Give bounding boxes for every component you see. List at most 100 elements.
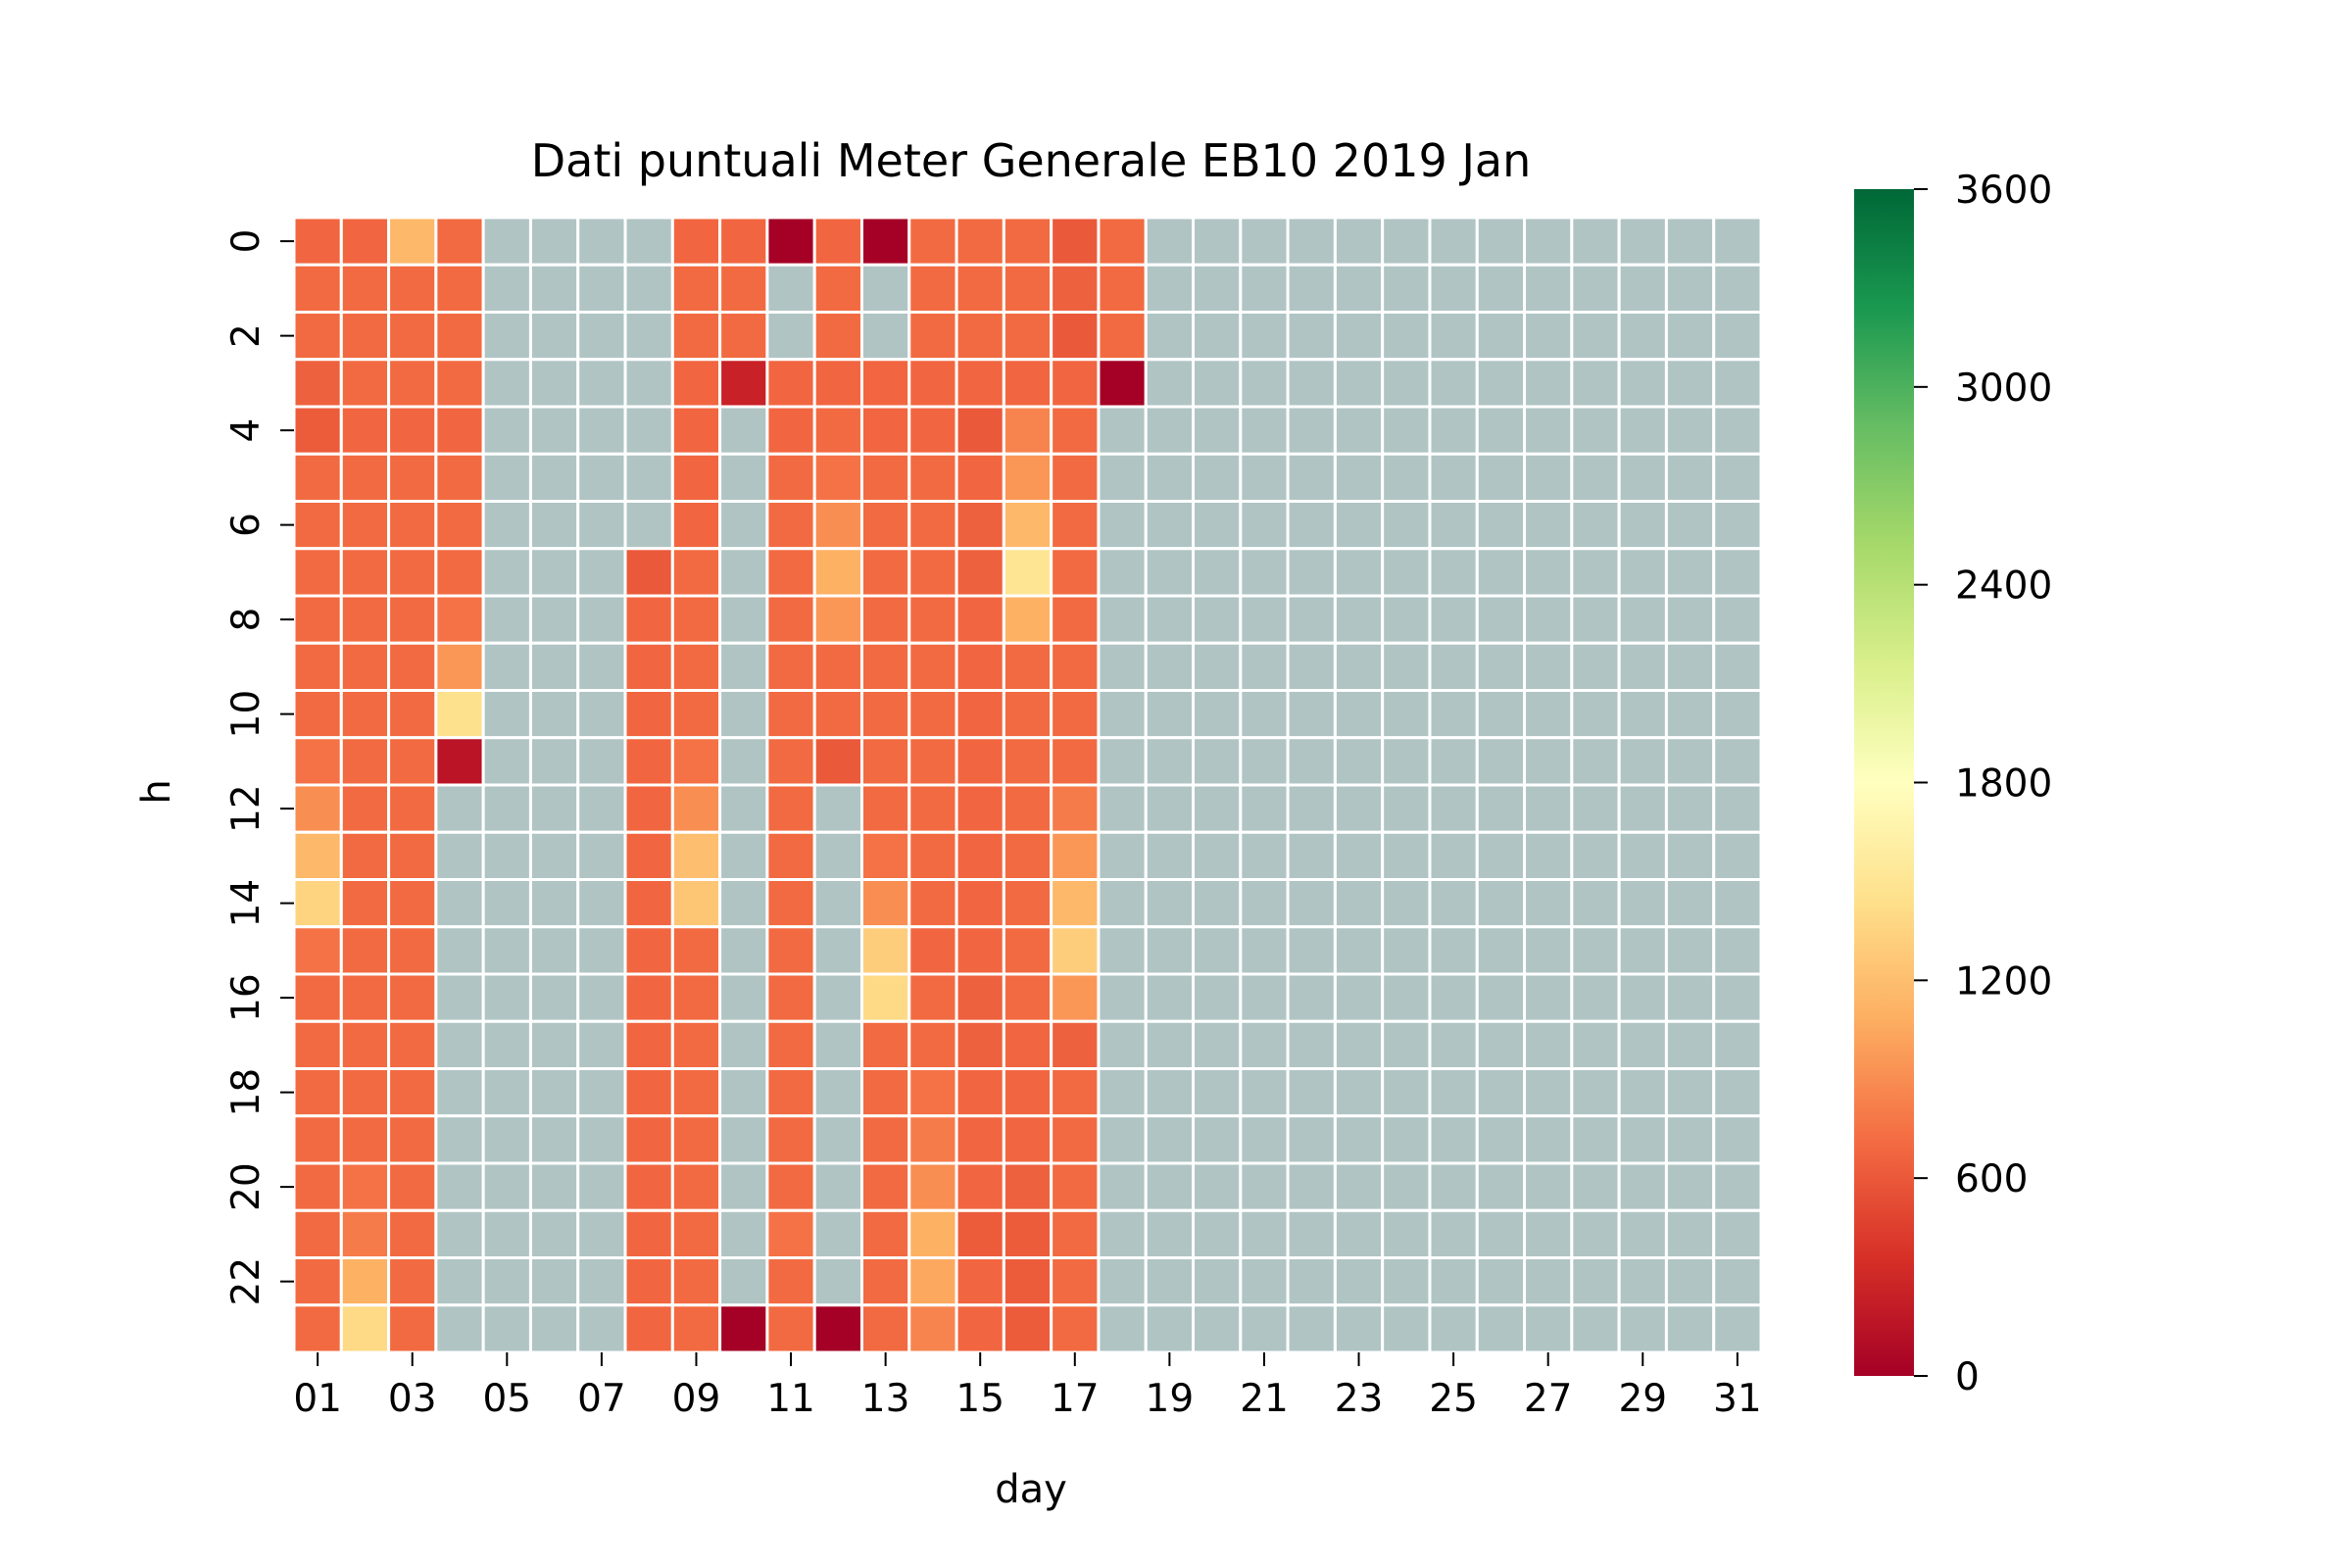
heatmap-cell (1381, 1019, 1432, 1070)
heatmap-cell (955, 925, 1005, 976)
heatmap-cell (434, 689, 485, 740)
heatmap-cell (434, 1161, 485, 1212)
heatmap-cell (434, 1019, 485, 1070)
heatmap-cell (481, 547, 532, 598)
heatmap-cell (1239, 830, 1290, 881)
heatmap-cell (1097, 263, 1148, 314)
heatmap-cell (528, 311, 580, 362)
heatmap-cell (434, 783, 485, 834)
heatmap-cell (1144, 1161, 1196, 1212)
heatmap-cell (859, 736, 911, 787)
heatmap-cell (1050, 641, 1101, 692)
heatmap-cell (292, 1067, 343, 1118)
heatmap-cell (907, 1067, 958, 1118)
heatmap-cell (1144, 358, 1196, 409)
heatmap-cell (1144, 405, 1196, 456)
heatmap-cell (434, 641, 485, 692)
heatmap-cell (339, 547, 391, 598)
heatmap-cell (1050, 358, 1101, 409)
heatmap-cell (1381, 547, 1432, 598)
heatmap-cell (481, 1303, 532, 1354)
heatmap-cell (1002, 216, 1054, 267)
heatmap-cell (1570, 547, 1621, 598)
heatmap-cell (1523, 311, 1574, 362)
heatmap-cell (1050, 547, 1101, 598)
heatmap-cell (1617, 216, 1668, 267)
heatmap-cell (718, 405, 769, 456)
heatmap-cell (1617, 1161, 1668, 1212)
heatmap-cell (670, 972, 722, 1023)
heatmap-cell (1570, 878, 1621, 929)
heatmap-cell (339, 452, 391, 503)
heatmap-cell (765, 358, 816, 409)
y-tick-label: 16 (224, 973, 269, 1022)
heatmap-cell (907, 736, 958, 787)
heatmap-cell (387, 641, 438, 692)
heatmap-cell (528, 452, 580, 503)
heatmap-cell (1664, 358, 1716, 409)
heatmap-cells (292, 216, 1763, 1354)
heatmap-cell (623, 1019, 674, 1070)
heatmap-cell (339, 736, 391, 787)
heatmap-cell (1381, 1114, 1432, 1165)
heatmap-cell (481, 925, 532, 976)
heatmap-cell (1617, 1256, 1668, 1307)
heatmap-cell (1239, 500, 1290, 551)
heatmap-cell (907, 216, 958, 267)
heatmap-cell (339, 1114, 391, 1165)
heatmap-cell (765, 216, 816, 267)
heatmap-cell (1097, 358, 1148, 409)
heatmap-cell (1712, 878, 1763, 929)
heatmap-cell (434, 263, 485, 314)
heatmap-cell (1002, 358, 1054, 409)
heatmap-cell (1381, 783, 1432, 834)
heatmap-cell (812, 547, 863, 598)
heatmap-cell (1239, 689, 1290, 740)
heatmap-cell (528, 783, 580, 834)
heatmap-cell (1286, 783, 1337, 834)
heatmap-cell (1381, 594, 1432, 645)
heatmap-cell (576, 263, 627, 314)
heatmap-cell (812, 878, 863, 929)
heatmap-cell (859, 972, 911, 1023)
heatmap-cell (1097, 1161, 1148, 1212)
heatmap-cell (1286, 358, 1337, 409)
heatmap-cell (955, 783, 1005, 834)
heatmap-cell (1286, 736, 1337, 787)
heatmap-cell (859, 216, 911, 267)
heatmap-cell (1523, 641, 1574, 692)
heatmap-cell (1617, 405, 1668, 456)
heatmap-cell (718, 783, 769, 834)
heatmap-cell (1712, 1208, 1763, 1259)
heatmap-cell (718, 358, 769, 409)
heatmap-cell (1523, 500, 1574, 551)
heatmap-cell (718, 263, 769, 314)
heatmap-cell (1286, 878, 1337, 929)
heatmap-cell (1239, 594, 1290, 645)
heatmap-cell (1144, 594, 1196, 645)
heatmap-cell (1192, 689, 1243, 740)
heatmap-cell (1239, 972, 1290, 1023)
heatmap-cell (1664, 1067, 1716, 1118)
heatmap-cell (387, 1208, 438, 1259)
heatmap-cell (1712, 216, 1763, 267)
heatmap-cell (1381, 736, 1432, 787)
heatmap-cell (859, 405, 911, 456)
heatmap-cell (1286, 594, 1337, 645)
heatmap-cell (765, 1256, 816, 1307)
heatmap-cell (1381, 216, 1432, 267)
heatmap-cell (955, 736, 1005, 787)
heatmap-cell (528, 216, 580, 267)
heatmap-cell (528, 1208, 580, 1259)
x-tick-label: 07 (577, 1377, 626, 1421)
heatmap-cell (339, 689, 391, 740)
heatmap-cell (1617, 736, 1668, 787)
heatmap-cell (339, 358, 391, 409)
heatmap-cell (387, 1161, 438, 1212)
heatmap-cell (1381, 1067, 1432, 1118)
heatmap-cell (528, 405, 580, 456)
heatmap-cell (718, 641, 769, 692)
heatmap-cell (1002, 689, 1054, 740)
x-tick-label: 23 (1335, 1377, 1384, 1421)
heatmap-cell (1428, 452, 1479, 503)
